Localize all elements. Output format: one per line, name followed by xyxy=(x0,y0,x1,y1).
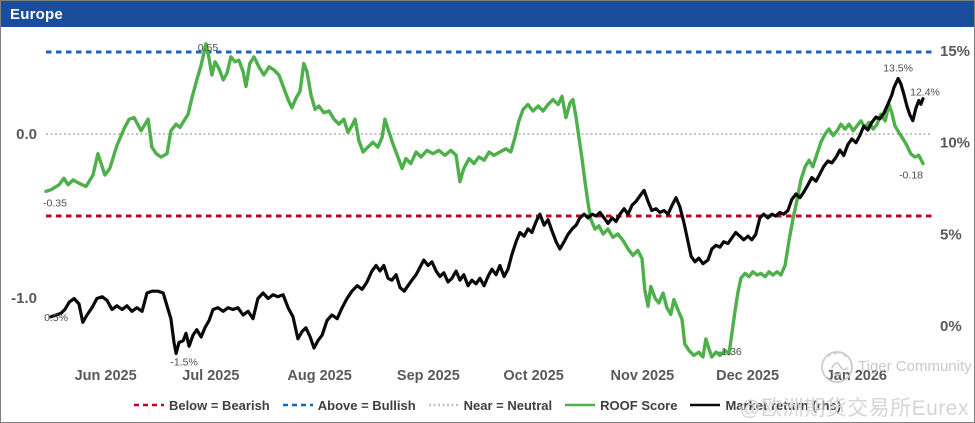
data-label: 13.5% xyxy=(883,63,913,75)
legend-label: ROOF Score xyxy=(600,397,678,413)
data-label: -1.36 xyxy=(718,346,742,358)
market-return-line xyxy=(49,76,925,356)
legend-label: Above = Bullish xyxy=(317,397,416,413)
x-axis-tick: Jul 2025 xyxy=(182,368,239,384)
legend-swatch xyxy=(282,403,313,407)
x-axis-tick: Nov 2025 xyxy=(611,368,675,384)
legend-item: Market return (rhs) xyxy=(690,398,841,413)
right-axis-tick: 5% xyxy=(940,226,962,243)
right-axis-tick: 15% xyxy=(940,43,970,60)
legend-label: Near = Neutral xyxy=(463,397,553,413)
legend-item: Near = Neutral xyxy=(428,397,553,413)
header-bar: Europe xyxy=(1,1,974,27)
x-axis-tick: Sep 2025 xyxy=(397,368,460,384)
legend-item: ROOF Score xyxy=(565,398,677,413)
data-label: -1.5% xyxy=(170,356,197,368)
data-label: 0.5% xyxy=(44,312,68,324)
legend-swatch xyxy=(428,403,459,407)
right-axis-tick: 10% xyxy=(940,135,970,152)
left-axis-tick: -1.0 xyxy=(11,290,37,307)
data-label: -0.18 xyxy=(899,170,923,182)
legend-swatch xyxy=(133,403,164,407)
x-axis-tick: Jun 2025 xyxy=(75,368,137,384)
right-axis-tick: 0% xyxy=(940,318,962,335)
legend-swatch xyxy=(690,403,721,407)
legend-label: Below = Bearish xyxy=(168,397,270,413)
x-axis-tick: Dec 2025 xyxy=(716,368,779,384)
x-axis-tick: Jan 2026 xyxy=(826,368,887,384)
x-axis-tick: Oct 2025 xyxy=(503,368,563,384)
data-label: 0.55 xyxy=(198,42,219,54)
legend-swatch xyxy=(565,403,596,407)
x-axis-tick: Aug 2025 xyxy=(287,368,351,384)
data-label: -0.35 xyxy=(43,197,67,209)
legend-item: Above = Bullish xyxy=(282,397,416,413)
legend: Below = Bearish Above = Bullish Near = Neu… xyxy=(1,393,974,417)
data-label: 12.4% xyxy=(910,87,940,99)
left-axis-tick: 0.0 xyxy=(16,126,37,143)
roof-score-line xyxy=(44,42,925,359)
page-title: Europe xyxy=(10,5,63,23)
legend-item: Below = Bearish xyxy=(133,397,270,413)
legend-label: Market return (rhs) xyxy=(725,397,842,413)
